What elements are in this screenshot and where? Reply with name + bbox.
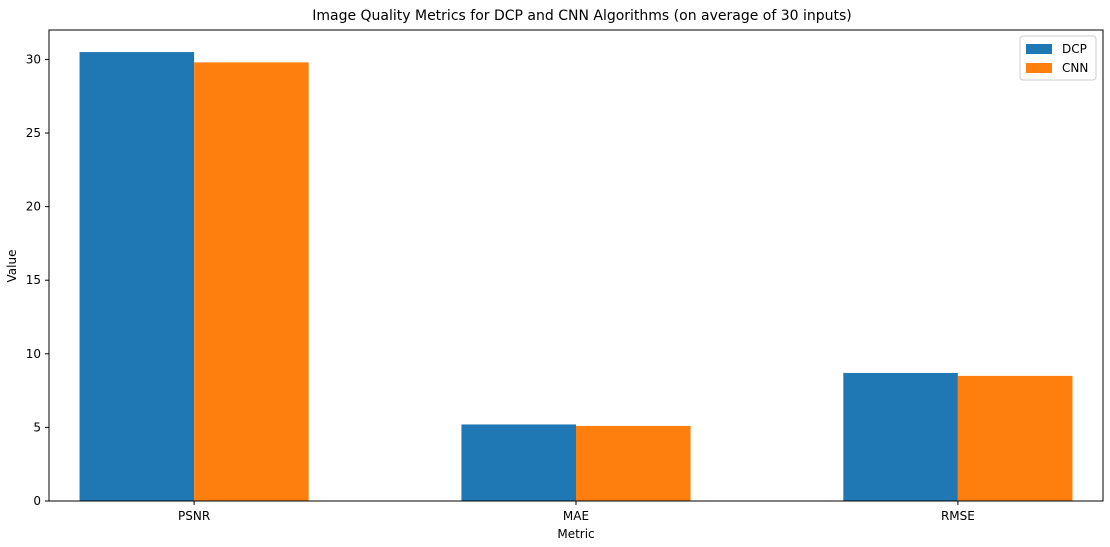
bar-dcp-mae (461, 424, 576, 501)
y-tick-label: 25 (26, 126, 41, 140)
y-tick-label: 15 (26, 273, 41, 287)
x-tick-label: MAE (563, 509, 589, 523)
bar-dcp-rmse (843, 372, 958, 501)
y-tick-label: 20 (26, 200, 41, 214)
x-axis-label: Metric (557, 527, 594, 541)
y-tick-label: 5 (33, 420, 41, 434)
y-tick-label: 0 (33, 494, 41, 508)
bar-cnn-mae (576, 425, 691, 501)
legend: DCP CNN (1019, 35, 1097, 81)
bar-cnn-psnr (194, 62, 309, 501)
y-axis-label: Value (5, 250, 19, 283)
legend-label-cnn: CNN (1062, 61, 1088, 75)
x-axis-ticks: PSNR MAE RMSE (178, 501, 975, 523)
legend-swatch-cnn (1026, 63, 1052, 73)
legend-swatch-dcp (1026, 44, 1052, 54)
bar-cnn-rmse (957, 375, 1073, 501)
bars-group (79, 52, 1073, 501)
y-tick-label: 10 (26, 347, 41, 361)
legend-label-dcp: DCP (1062, 42, 1087, 56)
x-tick-label: RMSE (941, 509, 975, 523)
chart-title: Image Quality Metrics for DCP and CNN Al… (312, 8, 852, 24)
plot-frame (48, 29, 1104, 502)
bar-dcp-psnr (79, 52, 195, 501)
y-axis-ticks: 0 5 10 15 20 25 30 (26, 52, 49, 508)
x-tick-label: PSNR (178, 509, 210, 523)
y-tick-label: 30 (26, 52, 41, 66)
